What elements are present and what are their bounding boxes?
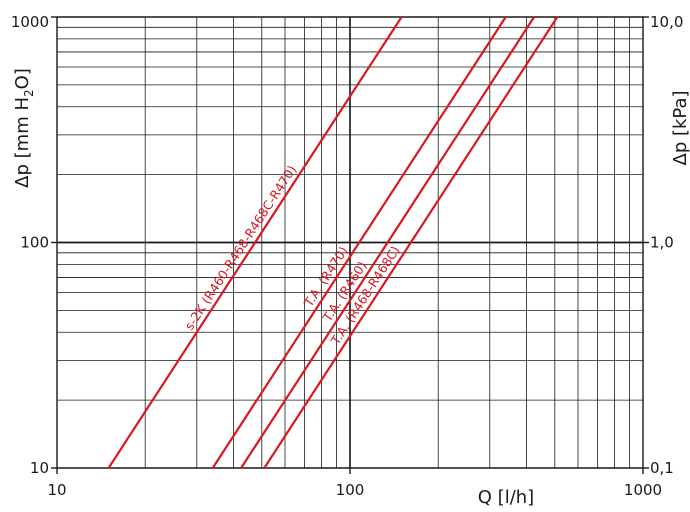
y-axis-label-main: Δp [mm H <box>12 97 33 188</box>
y2-tick-label: 1,0 <box>650 234 674 252</box>
y2-tick-label: 0,1 <box>650 459 674 477</box>
y-tick-label: 100 <box>20 234 49 252</box>
x-tick-label: 1000 <box>624 481 662 499</box>
x-tick-label: 10 <box>47 481 66 499</box>
series-label-layer: s-2K (R460-R468-R468C-R470) T.A. (R470)T.… <box>181 162 402 348</box>
tick-label-layer: 10 100 1000 10 100 1000 0,1 1,0 10,0 <box>11 13 684 499</box>
x-tick-label: 100 <box>336 481 365 499</box>
series-line-2 <box>211 16 507 469</box>
grid-layer <box>51 16 649 474</box>
y-axis-label-tail: O] <box>12 68 33 89</box>
y2-tick-label: 10,0 <box>650 13 683 31</box>
secondary-y-axis-label: Δp [kPa] <box>670 90 690 165</box>
y-axis-label-subscript: 2 <box>22 89 36 97</box>
series-label-1: s-2K (R460-R468-R468C-R470) <box>181 162 299 332</box>
y-tick-label: 10 <box>30 459 49 477</box>
series-layer <box>107 16 559 469</box>
series-line-1 <box>107 16 403 469</box>
series-line-4 <box>263 16 559 469</box>
y-axis-label: Δp [mm H2O] <box>12 68 36 188</box>
series-line-3 <box>240 16 536 469</box>
x-axis-label: Q [l/h] <box>478 487 534 508</box>
y-tick-label: 1000 <box>11 13 49 31</box>
